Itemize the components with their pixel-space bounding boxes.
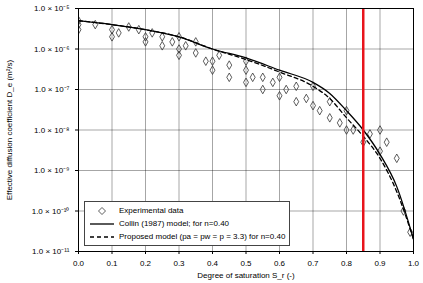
svg-text:1.0 × 10⁻⁵: 1.0 × 10⁻⁵ [34, 4, 69, 13]
svg-text:0.8: 0.8 [341, 259, 353, 268]
svg-text:1.0: 1.0 [408, 259, 420, 268]
svg-text:1.0 × 10⁻⁷: 1.0 × 10⁻⁷ [34, 85, 69, 94]
svg-text:0.5: 0.5 [240, 259, 252, 268]
html-text:Proposed model (pa = pw = p =: Proposed model (pa = pw = p = 3.3) for n… [119, 232, 286, 241]
svg-text:Degree of saturation S_r (-): Degree of saturation S_r (-) [197, 271, 295, 280]
svg-text:1.0 × 10⁻¹¹: 1.0 × 10⁻¹¹ [32, 247, 70, 256]
html-text:Experimental data: Experimental data [119, 206, 184, 215]
svg-text:1.0 × 10⁻⁹: 1.0 × 10⁻⁹ [34, 166, 70, 175]
svg-text:0.2: 0.2 [140, 259, 152, 268]
svg-text:Effective diffusion coefficien: Effective diffusion coefficient D_e (m²/… [5, 59, 14, 200]
svg-text:1.0 × 10⁻⁸: 1.0 × 10⁻⁸ [34, 126, 70, 135]
svg-text:0.3: 0.3 [173, 259, 185, 268]
svg-text:0.6: 0.6 [274, 259, 286, 268]
svg-text:0.9: 0.9 [374, 259, 386, 268]
html-text:Collin (1987) model; for n=0.4: Collin (1987) model; for n=0.40 [119, 219, 230, 228]
svg-text:0.7: 0.7 [307, 259, 319, 268]
svg-text:1.0 × 10⁻¹⁰: 1.0 × 10⁻¹⁰ [32, 207, 70, 216]
svg-text:1.0 × 10⁻⁶: 1.0 × 10⁻⁶ [34, 45, 69, 54]
svg-text:0.0: 0.0 [73, 259, 85, 268]
svg-text:0.4: 0.4 [207, 259, 219, 268]
svg-text:0.1: 0.1 [106, 259, 118, 268]
